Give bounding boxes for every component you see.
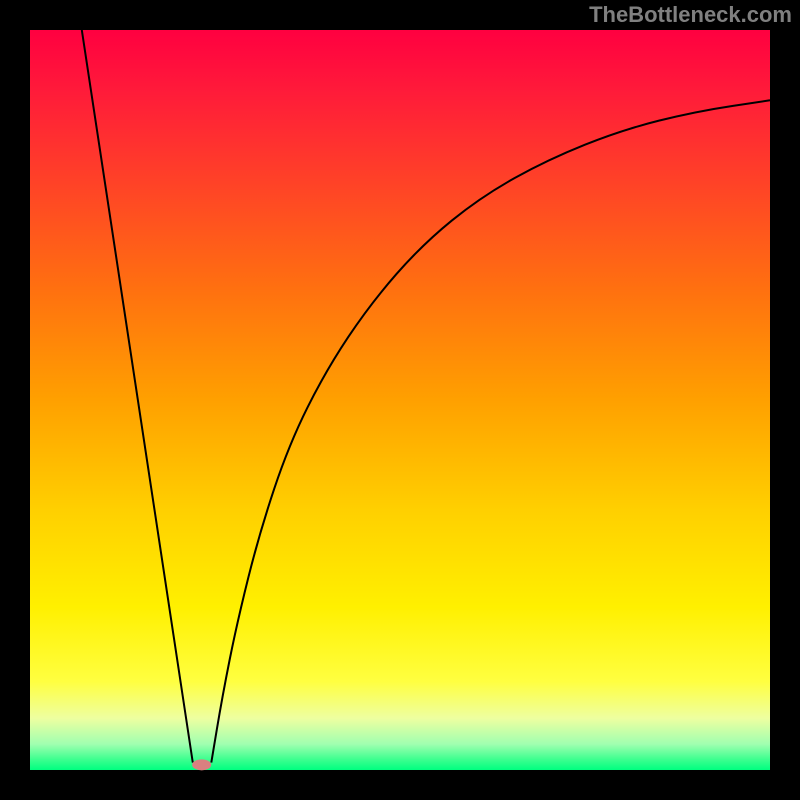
watermark-text: TheBottleneck.com [589, 2, 792, 28]
chart-svg [0, 0, 800, 800]
optimal-marker [193, 760, 211, 770]
bottleneck-chart [0, 0, 800, 800]
